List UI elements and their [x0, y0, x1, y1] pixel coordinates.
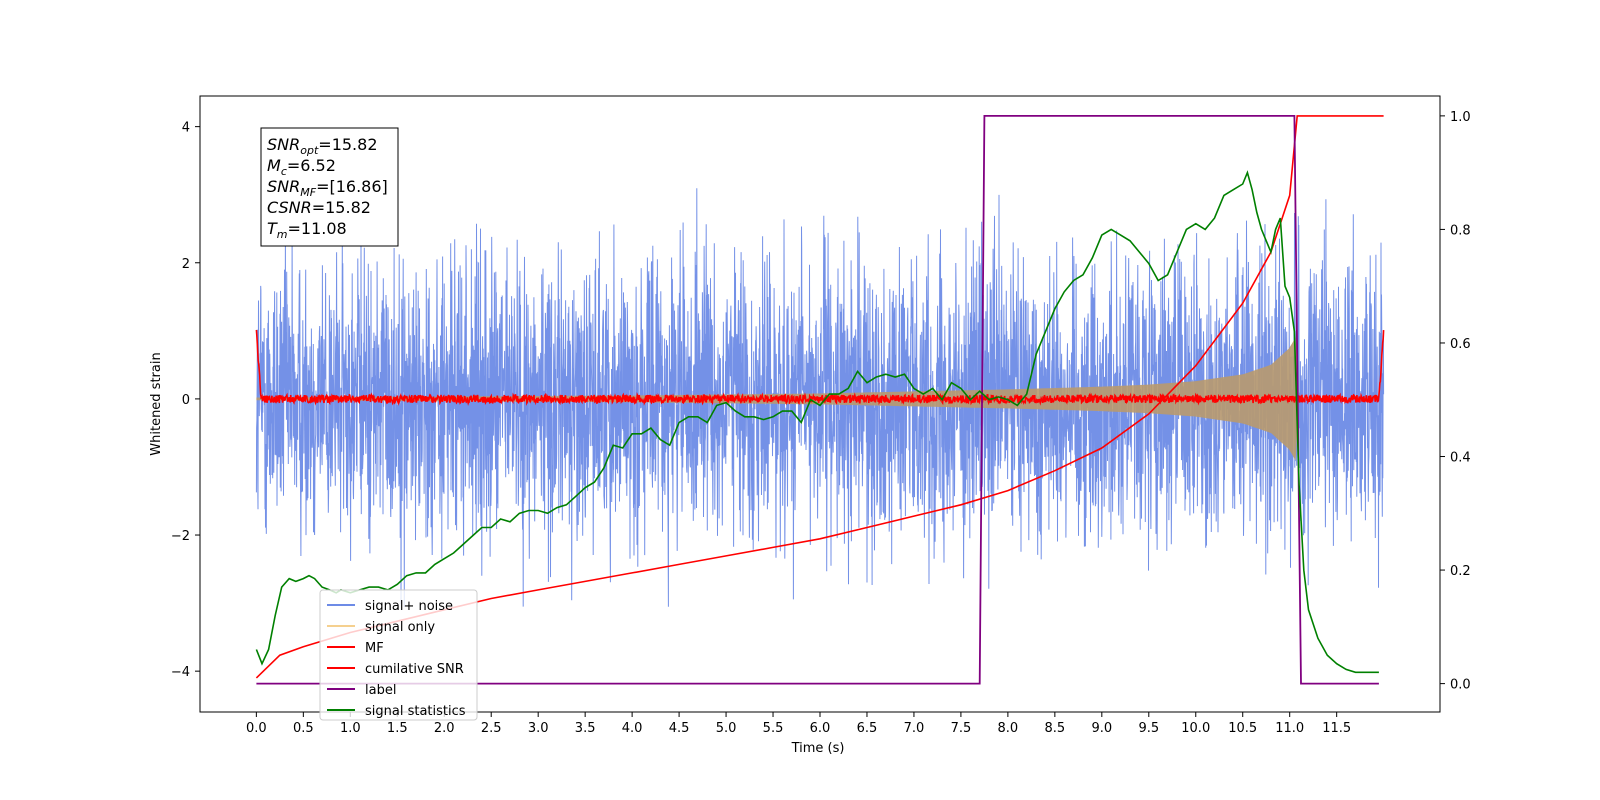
y-left-tick-label: 0: [182, 393, 190, 408]
series-label: [256, 115, 1379, 685]
series-signal-statistics: [255, 170, 1379, 674]
info-line: Mc=6.52: [267, 156, 336, 178]
x-tick-label: 3.5: [575, 721, 596, 736]
info-line: SNRopt=15.82: [267, 135, 378, 157]
x-axis-label: Time (s): [791, 741, 845, 756]
legend-label: signal only: [365, 620, 435, 635]
series-mf: [255, 329, 1385, 407]
legend: signal+ noise signal only MF cumilative SNR…: [319, 589, 478, 721]
y-axis-label: Whitened strain: [149, 352, 164, 455]
series-signal-noise: [255, 188, 1385, 608]
x-tick-label: 6.0: [810, 721, 831, 736]
y-right-tick-label: 0.6: [1450, 337, 1471, 352]
y-left-tick-label: 4: [182, 121, 190, 136]
legend-label: signal+ noise: [365, 599, 453, 614]
legend-label: signal statistics: [365, 704, 466, 719]
x-axis-ticks: 0.0 0.5 1.0 1.5 2.0 2.5 3.0 3.5 4.0 4.5 5.0 5.5 6.0 6…: [246, 712, 1351, 736]
info-box-frame: [260, 127, 399, 247]
y-right-tick-label: 0.4: [1450, 451, 1471, 466]
y-left-tick-label: 2: [182, 257, 190, 272]
x-tick-label: 9.5: [1138, 721, 1159, 736]
x-tick-label: 7.5: [951, 721, 972, 736]
info-line: SNRMF=[16.86]: [267, 177, 388, 199]
y-right-tick-label: 0.2: [1450, 564, 1471, 579]
y-left-tick-label: −2: [171, 529, 190, 544]
info-box: SNRopt=15.82Mc=6.52SNRMF=[16.86]CSNR=15.…: [260, 127, 399, 247]
x-tick-label: 7.0: [904, 721, 925, 736]
x-tick-label: 3.0: [528, 721, 549, 736]
x-tick-label: 10.5: [1228, 721, 1257, 736]
x-tick-label: 6.5: [857, 721, 878, 736]
x-tick-label: 1.0: [340, 721, 361, 736]
legend-frame: [319, 589, 478, 721]
x-tick-label: 8.0: [998, 721, 1019, 736]
x-tick-label: 10.0: [1181, 721, 1210, 736]
x-tick-label: 4.0: [622, 721, 643, 736]
x-tick-label: 5.5: [763, 721, 784, 736]
x-tick-label: 2.5: [481, 721, 502, 736]
y-right-tick-label: 1.0: [1450, 110, 1471, 125]
x-tick-label: 4.5: [669, 721, 690, 736]
x-tick-label: 0.0: [246, 721, 267, 736]
x-tick-label: 8.5: [1045, 721, 1066, 736]
x-tick-label: 5.0: [716, 721, 737, 736]
y-right-tick-label: 0.8: [1450, 223, 1471, 238]
y-right-tick-label: 0.0: [1450, 678, 1471, 693]
x-tick-label: 11.5: [1322, 721, 1351, 736]
x-tick-label: 2.0: [434, 721, 455, 736]
x-tick-label: 11.0: [1275, 721, 1304, 736]
y-axis-left-ticks: 4 2 0 −2 −4: [171, 121, 200, 680]
info-line: CSNR=15.82: [267, 198, 371, 217]
legend-label: cumilative SNR: [365, 662, 464, 677]
info-line: Tm=11.08: [267, 219, 347, 241]
x-tick-label: 1.5: [387, 721, 408, 736]
y-left-tick-label: −4: [171, 665, 190, 680]
y-axis-right-ticks: 1.0 0.8 0.6 0.4 0.2 0.0: [1440, 110, 1471, 693]
legend-label: label: [365, 683, 396, 698]
x-tick-label: 0.5: [293, 721, 314, 736]
legend-label: MF: [365, 641, 384, 656]
x-tick-label: 9.0: [1091, 721, 1112, 736]
